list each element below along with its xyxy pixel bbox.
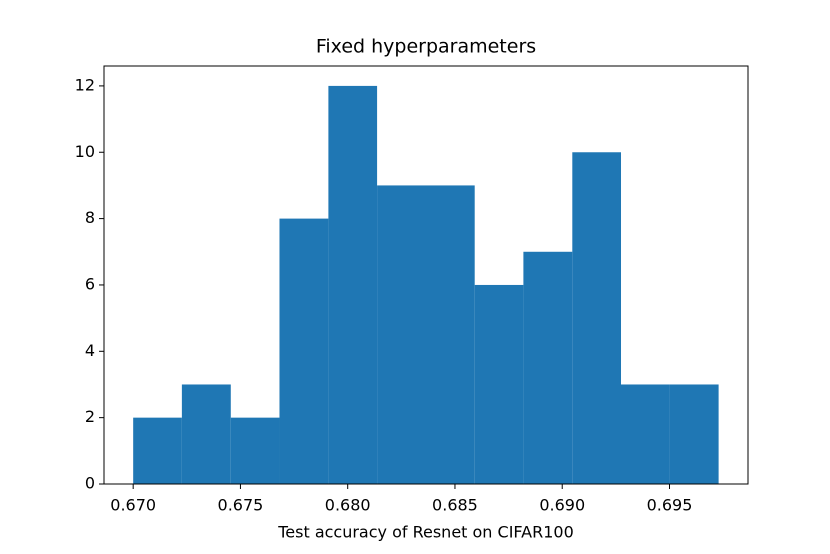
- bar: [328, 85, 378, 485]
- y-tick-label: 10: [75, 142, 95, 161]
- bar: [230, 417, 280, 484]
- bar: [572, 152, 622, 484]
- x-tick-label: 0.670: [110, 496, 156, 515]
- y-tick-label: 6: [85, 274, 95, 293]
- x-tick-label: 0.690: [539, 496, 585, 515]
- y-tick-label: 8: [85, 208, 95, 227]
- bar: [426, 185, 475, 484]
- y-tick-label: 2: [85, 407, 95, 426]
- bar: [133, 417, 182, 484]
- x-axis-label: Test accuracy of Resnet on CIFAR100: [277, 523, 574, 542]
- bar: [181, 384, 231, 484]
- y-tick-label: 0: [85, 474, 95, 493]
- bar: [523, 251, 573, 484]
- bar: [474, 284, 524, 484]
- bar: [279, 218, 329, 484]
- plot-frame: [103, 65, 749, 485]
- x-tick-label: 0.680: [325, 496, 371, 515]
- chart-title: Fixed hyperparameters: [316, 36, 536, 58]
- x-tick-label: 0.675: [218, 496, 264, 515]
- y-tick-label: 12: [75, 75, 95, 94]
- x-tick-label: 0.695: [647, 496, 693, 515]
- bar: [377, 185, 426, 484]
- x-tick-label: 0.685: [432, 496, 478, 515]
- bar: [669, 384, 719, 484]
- y-tick-label: 4: [85, 341, 95, 360]
- bar: [621, 384, 670, 484]
